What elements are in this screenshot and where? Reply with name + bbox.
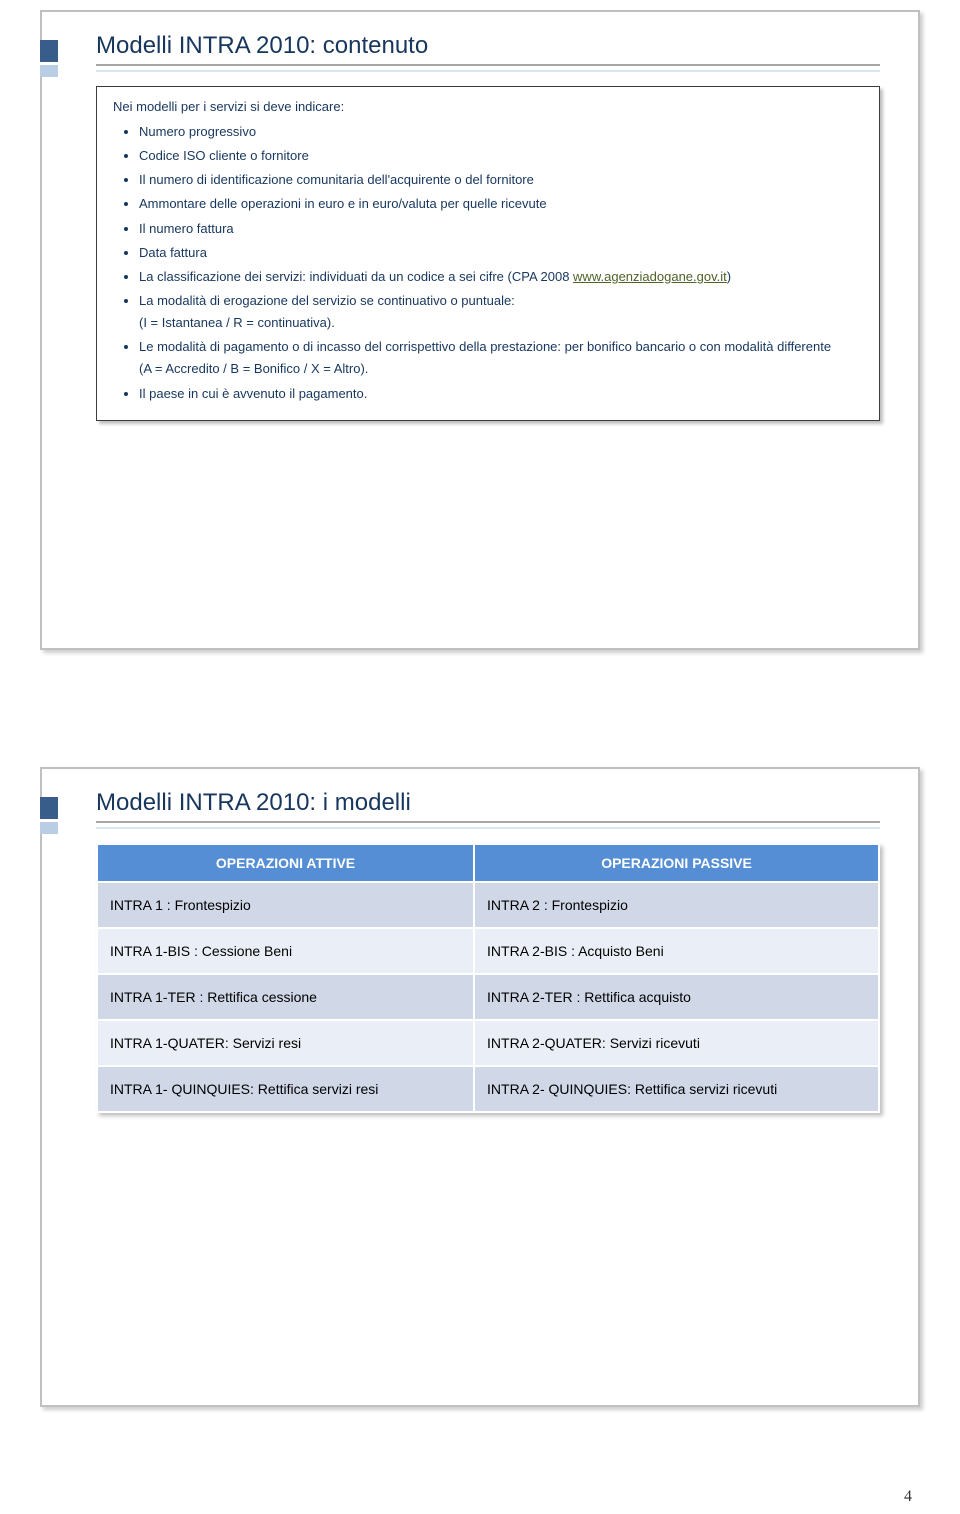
accent-decoration [40, 797, 58, 822]
pagamento-sub: (A = Accredito / B = Bonifico / X = Altr… [139, 359, 863, 379]
intro-text: Nei modelli per i servizi si deve indica… [113, 99, 863, 114]
table-cell: INTRA 1-TER : Rettifica cessione [97, 974, 474, 1020]
slide-frame: Modelli INTRA 2010: contenuto Nei modell… [40, 10, 920, 650]
table-header: OPERAZIONI ATTIVE [97, 844, 474, 882]
title-rule-light [96, 70, 880, 72]
slide-title: Modelli INTRA 2010: contenuto [96, 32, 880, 60]
list-item: Il numero fattura [139, 219, 863, 239]
table-cell: INTRA 2-TER : Rettifica acquisto [474, 974, 879, 1020]
table-header: OPERAZIONI PASSIVE [474, 844, 879, 882]
table-row: INTRA 1-TER : Rettifica cessione INTRA 2… [97, 974, 879, 1020]
table-row: INTRA 1-BIS : Cessione Beni INTRA 2-BIS … [97, 928, 879, 974]
list-item-paese: Il paese in cui è avvenuto il pagamento. [139, 384, 863, 404]
list-item: Data fattura [139, 243, 863, 263]
cpa-text-pre: La classificazione dei servizi: individu… [139, 269, 573, 284]
list-item: Il numero di identificazione comunitaria… [139, 170, 863, 190]
table-row: INTRA 1- QUINQUIES: Rettifica servizi re… [97, 1066, 879, 1112]
list-item: Ammontare delle operazioni in euro e in … [139, 194, 863, 214]
table-cell: INTRA 1-BIS : Cessione Beni [97, 928, 474, 974]
table-row: INTRA 1-QUATER: Servizi resi INTRA 2-QUA… [97, 1020, 879, 1066]
table-cell: INTRA 2-BIS : Acquisto Beni [474, 928, 879, 974]
table-cell: INTRA 2- QUINQUIES: Rettifica servizi ri… [474, 1066, 879, 1112]
title-rule [96, 64, 880, 66]
cpa-text-post: ) [727, 269, 731, 284]
title-rule [96, 821, 880, 823]
list-item-cpa: La classificazione dei servizi: individu… [139, 267, 863, 287]
bullet-list: Numero progressivo Codice ISO cliente o … [113, 122, 863, 404]
accent-decoration [40, 40, 58, 65]
slide-content: Modelli INTRA 2010: contenuto Nei modell… [42, 12, 918, 441]
pagamento-text: Le modalità di pagamento o di incasso de… [139, 339, 831, 354]
page-1: Modelli INTRA 2010: contenuto Nei modell… [0, 10, 960, 757]
list-item-modalita: La modalità di erogazione del servizio s… [139, 291, 863, 333]
models-table: OPERAZIONI ATTIVE OPERAZIONI PASSIVE INT… [96, 843, 880, 1113]
table-cell: INTRA 1 : Frontespizio [97, 882, 474, 928]
title-rule-light [96, 827, 880, 829]
page-2: Modelli INTRA 2010: i modelli OPERAZIONI… [0, 767, 960, 1514]
content-box: Nei modelli per i servizi si deve indica… [96, 86, 880, 421]
modalita-sub: (I = Istantanea / R = continuativa). [139, 313, 863, 333]
table-cell: INTRA 1- QUINQUIES: Rettifica servizi re… [97, 1066, 474, 1112]
table-header-row: OPERAZIONI ATTIVE OPERAZIONI PASSIVE [97, 844, 879, 882]
list-item-pagamento: Le modalità di pagamento o di incasso de… [139, 337, 863, 379]
list-item: Codice ISO cliente o fornitore [139, 146, 863, 166]
table-cell: INTRA 1-QUATER: Servizi resi [97, 1020, 474, 1066]
table-cell: INTRA 2 : Frontespizio [474, 882, 879, 928]
cpa-link[interactable]: www.agenziadogane.gov.it [573, 269, 727, 284]
list-item: Numero progressivo [139, 122, 863, 142]
slide-title: Modelli INTRA 2010: i modelli [96, 789, 880, 817]
table-cell: INTRA 2-QUATER: Servizi ricevuti [474, 1020, 879, 1066]
slide-content: Modelli INTRA 2010: i modelli OPERAZIONI… [42, 769, 918, 1133]
modalita-text: La modalità di erogazione del servizio s… [139, 293, 515, 308]
slide-frame: Modelli INTRA 2010: i modelli OPERAZIONI… [40, 767, 920, 1407]
page-number: 4 [904, 1488, 912, 1506]
table-row: INTRA 1 : Frontespizio INTRA 2 : Frontes… [97, 882, 879, 928]
